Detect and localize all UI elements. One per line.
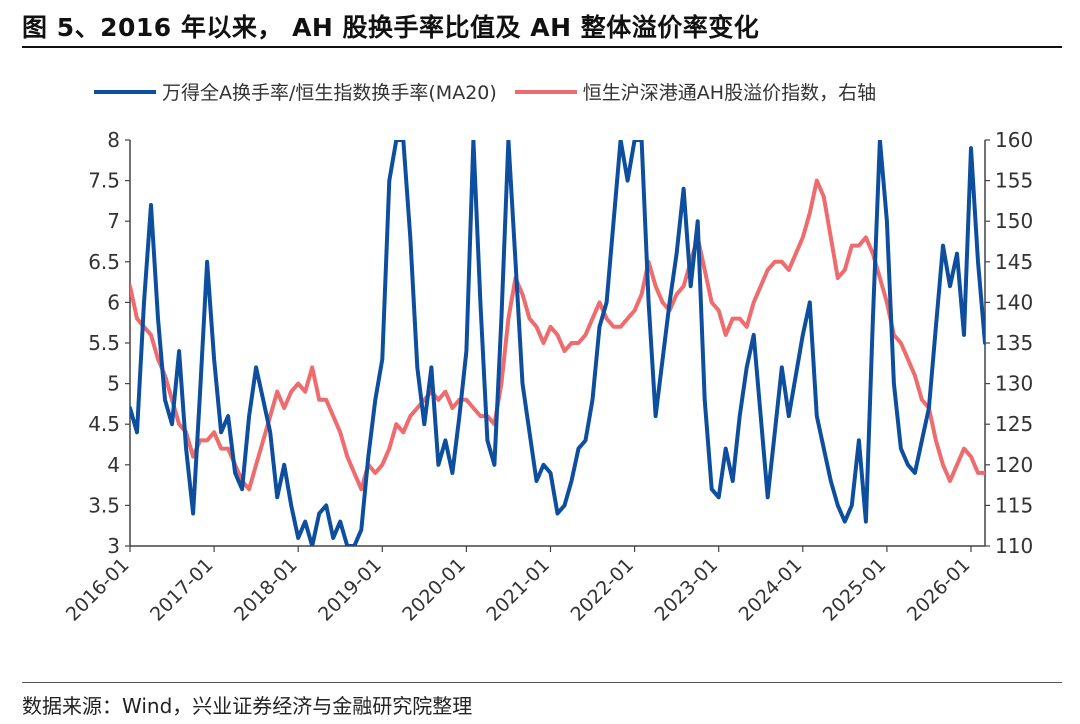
source-divider bbox=[22, 682, 1062, 683]
y-right-tick-label: 145 bbox=[995, 250, 1033, 274]
x-tick-label: 2023-01 bbox=[651, 554, 723, 626]
x-tick-label: 2025-01 bbox=[819, 554, 891, 626]
y-left-tick-label: 5.5 bbox=[88, 331, 120, 355]
source-note: 数据来源：Wind，兴业证券经济与金融研究院整理 bbox=[22, 694, 473, 718]
y-right-tick-label: 160 bbox=[995, 128, 1033, 152]
y-right-tick-label: 130 bbox=[995, 372, 1033, 396]
series-line-turnover-ratio bbox=[130, 140, 985, 546]
legend-item-red: 恒生沪深港通AH股溢价指数，右轴 bbox=[514, 78, 877, 105]
legend-item-blue: 万得全A换手率/恒生指数换手率(MA20) bbox=[94, 78, 497, 105]
y-left-tick-label: 4.5 bbox=[88, 412, 120, 436]
y-left-tick-label: 7.5 bbox=[88, 169, 120, 193]
y-right-tick-label: 125 bbox=[995, 412, 1033, 436]
x-tick-label: 2018-01 bbox=[230, 554, 302, 626]
legend-label-blue: 万得全A换手率/恒生指数换手率(MA20) bbox=[162, 82, 497, 104]
y-left-tick-label: 5 bbox=[107, 372, 120, 396]
page-title: 图 5、2016 年以来， AH 股换手率比值及 AH 整体溢价率变化 bbox=[22, 13, 760, 42]
y-left-tick-label: 3 bbox=[107, 534, 120, 558]
x-tick-label: 2021-01 bbox=[482, 554, 554, 626]
y-left-tick-label: 4 bbox=[107, 453, 120, 477]
y-left-tick-label: 8 bbox=[107, 128, 120, 152]
y-left-tick-label: 6 bbox=[107, 290, 120, 314]
series-line-ah-premium bbox=[130, 178, 985, 492]
y-right-tick-label: 110 bbox=[995, 534, 1033, 558]
y-left-tick-label: 7 bbox=[107, 209, 120, 233]
y-right-tick-label: 115 bbox=[995, 493, 1033, 517]
legend-swatch-red bbox=[514, 89, 577, 94]
y-left-tick-label: 6.5 bbox=[88, 250, 120, 274]
x-tick-label: 2020-01 bbox=[398, 554, 470, 626]
x-tick-label: 2026-01 bbox=[903, 554, 975, 626]
x-tick-label: 2019-01 bbox=[314, 554, 386, 626]
legend-swatch-blue bbox=[94, 89, 156, 94]
x-tick-label: 2022-01 bbox=[566, 554, 638, 626]
y-left-tick-label: 3.5 bbox=[88, 493, 120, 517]
title-divider bbox=[22, 46, 1062, 48]
x-tick-label: 2017-01 bbox=[146, 554, 218, 626]
y-right-tick-label: 155 bbox=[995, 169, 1033, 193]
y-right-tick-label: 135 bbox=[995, 331, 1033, 355]
y-right-tick-label: 120 bbox=[995, 453, 1033, 477]
y-right-tick-label: 140 bbox=[995, 290, 1033, 314]
x-tick-label: 2016-01 bbox=[62, 554, 134, 626]
x-tick-label: 2024-01 bbox=[735, 554, 807, 626]
chart-legend: 万得全A换手率/恒生指数换手率(MA20) 恒生沪深港通AH股溢价指数，右轴 bbox=[94, 78, 894, 105]
y-right-tick-label: 150 bbox=[995, 209, 1033, 233]
legend-label-red: 恒生沪深港通AH股溢价指数，右轴 bbox=[582, 82, 877, 104]
